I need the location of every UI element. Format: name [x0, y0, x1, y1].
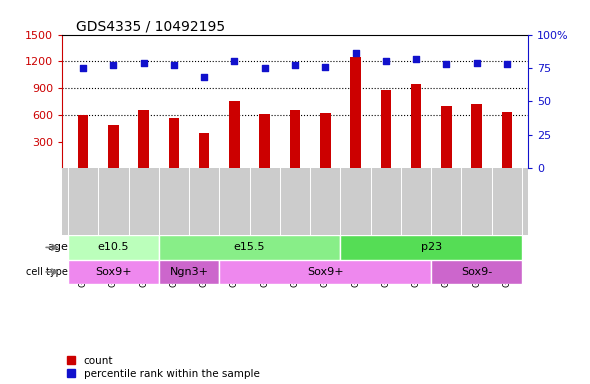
Bar	[502, 112, 512, 168]
Text: Ngn3+: Ngn3+	[169, 267, 209, 277]
Text: cell type: cell type	[26, 267, 68, 277]
Point	[381, 58, 391, 65]
Bar	[159, 235, 340, 260]
Bar	[68, 235, 159, 260]
Bar	[290, 110, 300, 168]
Point	[472, 60, 481, 66]
Bar	[320, 113, 330, 168]
Point	[351, 50, 360, 56]
Point	[260, 65, 270, 71]
Text: GDS4335 / 10492195: GDS4335 / 10492195	[76, 20, 225, 33]
Bar	[159, 260, 219, 284]
Bar	[340, 235, 522, 260]
Bar	[169, 118, 179, 168]
Bar	[411, 84, 421, 168]
Point	[290, 62, 300, 68]
Text: Sox9-: Sox9-	[461, 267, 492, 277]
Text: age: age	[47, 242, 68, 252]
Text: Sox9+: Sox9+	[307, 267, 343, 277]
Point	[320, 64, 330, 70]
Bar	[229, 101, 240, 168]
Bar	[68, 260, 159, 284]
Legend: count, percentile rank within the sample: count, percentile rank within the sample	[67, 356, 260, 379]
Point	[502, 61, 512, 67]
Point	[199, 74, 209, 80]
Bar	[260, 114, 270, 168]
Bar	[431, 260, 522, 284]
Bar	[441, 106, 451, 168]
Bar	[381, 90, 391, 168]
Point	[230, 58, 239, 65]
Bar	[108, 124, 119, 168]
Bar	[219, 260, 431, 284]
Bar	[78, 115, 88, 168]
Text: e15.5: e15.5	[234, 242, 266, 252]
Point	[411, 56, 421, 62]
Text: Sox9+: Sox9+	[95, 267, 132, 277]
Point	[169, 62, 179, 68]
Bar	[139, 110, 149, 168]
Point	[441, 61, 451, 67]
Bar	[350, 57, 361, 168]
Bar	[199, 132, 209, 168]
Point	[78, 65, 88, 71]
Text: p23: p23	[421, 242, 442, 252]
Point	[109, 62, 118, 68]
Point	[139, 60, 149, 66]
Bar	[471, 104, 482, 168]
Text: e10.5: e10.5	[98, 242, 129, 252]
